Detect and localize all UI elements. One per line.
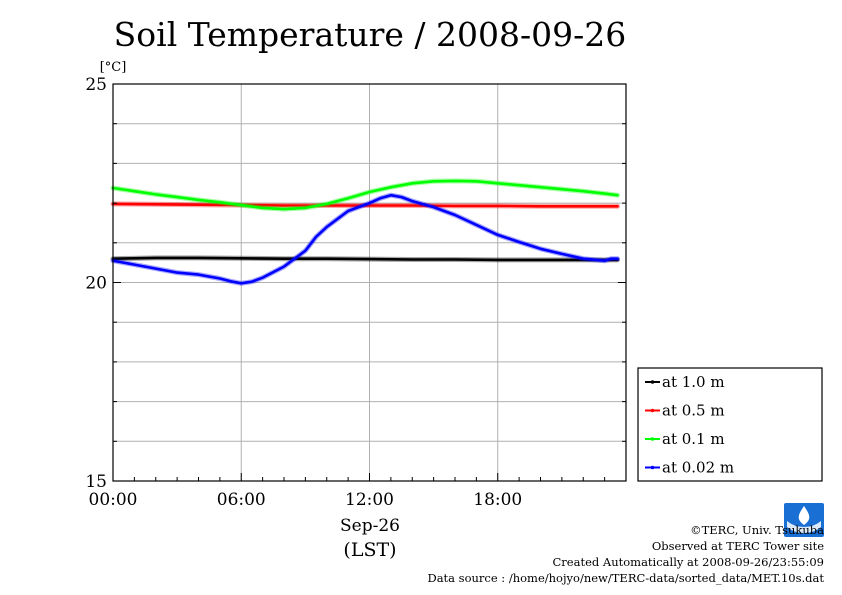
terc-logo (784, 503, 824, 537)
x-axis-date-label: Sep-26 (340, 516, 400, 536)
created-text: Created Automatically at 2008-09-26/23:5… (552, 555, 825, 569)
plot-frame (112, 83, 627, 482)
legend-marker (650, 465, 655, 470)
series-line (111, 256, 619, 262)
x-axis-ticks: 00:00 06:00 12:00 18:00 (89, 473, 627, 510)
legend-label: at 0.5 m (662, 402, 725, 420)
x-tick-label: 18:00 (473, 490, 522, 510)
y-tick-label: 20 (85, 274, 107, 294)
x-tick-label: 06:00 (217, 490, 266, 510)
legend-label: at 1.0 m (662, 373, 725, 391)
legend-label: at 0.02 m (662, 459, 734, 477)
series-line (111, 193, 619, 285)
legend: at 1.0 m at 0.5 m at 0.1 m at 0.02 m (637, 367, 823, 482)
series-line (111, 179, 619, 211)
legend-box (637, 367, 823, 482)
series-layer (110, 178, 620, 286)
source-text: Data source : /home/hojyo/new/TERC-data/… (427, 571, 824, 585)
legend-marker (650, 408, 655, 413)
x-tick-label: 00:00 (89, 490, 138, 510)
grid-lines (113, 84, 626, 481)
x-axis-timezone-label: (LST) (343, 539, 396, 561)
y-tick-label: 25 (85, 75, 107, 95)
legend-marker (650, 437, 655, 441)
legend-label: at 0.1 m (662, 430, 725, 448)
legend-marker (650, 380, 655, 384)
copyright-text: ©TERC, Univ. Tsukuba (690, 523, 824, 537)
chart-title: Soil Temperature / 2008-09-26 (114, 15, 627, 54)
observed-text: Observed at TERC Tower site (651, 539, 824, 553)
y-axis-ticks: 15 20 25 (85, 75, 626, 492)
y-axis-unit: [°C] (100, 60, 127, 75)
series-line (111, 202, 619, 208)
x-tick-label: 12:00 (345, 490, 394, 510)
credits-block: ©TERC, Univ. Tsukuba Observed at TERC To… (427, 522, 824, 586)
y-tick-label: 15 (85, 472, 107, 492)
